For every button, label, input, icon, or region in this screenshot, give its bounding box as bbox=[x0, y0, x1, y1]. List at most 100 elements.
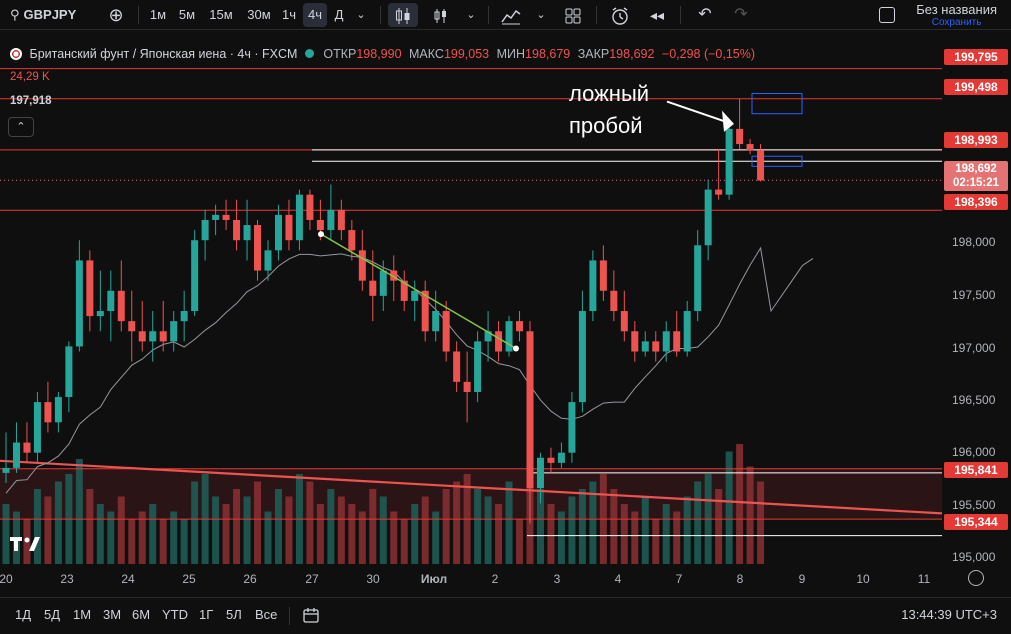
candle-body bbox=[547, 457, 555, 463]
candle-body bbox=[484, 331, 492, 342]
range-6m-button[interactable]: 6М bbox=[132, 607, 151, 622]
interval-1h[interactable]: 1ч bbox=[281, 7, 296, 22]
legend-low-value: 198,679 bbox=[525, 47, 571, 61]
chart-pane[interactable] bbox=[0, 31, 1011, 597]
candle-body bbox=[400, 280, 408, 301]
candle-body bbox=[631, 331, 639, 352]
candle-body bbox=[295, 194, 303, 241]
time-label: 8 bbox=[736, 572, 744, 586]
interval-15m[interactable]: 15м bbox=[209, 7, 233, 22]
indicators-chevron-icon[interactable]: ⌄ bbox=[536, 9, 546, 21]
volume-bar bbox=[757, 481, 765, 564]
layout-name-button[interactable]: Без названия Сохранить bbox=[916, 2, 997, 28]
candle-body bbox=[599, 260, 607, 291]
price-scale[interactable]: 198,000 197,500 197,000 196,500 196,000 … bbox=[942, 31, 1011, 567]
range-1d-button[interactable]: 1Д bbox=[15, 607, 32, 622]
candle-body bbox=[117, 290, 125, 322]
compare-symbol-plus-icon[interactable]: ⊕ bbox=[108, 5, 124, 25]
candle-body bbox=[725, 128, 733, 195]
volume-bar bbox=[568, 496, 576, 564]
volume-bar bbox=[379, 496, 387, 564]
candle-body bbox=[568, 402, 576, 453]
symbol-name: GBPJPY bbox=[23, 7, 77, 22]
replay-rewind-icon[interactable]: ◂◂ bbox=[649, 7, 665, 23]
candle-body bbox=[557, 452, 565, 463]
level-tag[interactable]: 198,396 bbox=[944, 194, 1008, 210]
volume-bar bbox=[348, 504, 356, 564]
candle-body bbox=[212, 214, 220, 220]
collapse-legend-button[interactable]: ⌃ bbox=[8, 117, 34, 137]
legend-title[interactable]: Британский фунт / Японская иена · 4ч · F… bbox=[29, 47, 298, 61]
candle-body bbox=[12, 442, 20, 468]
level-tag[interactable]: 195,344 bbox=[944, 514, 1008, 530]
candle-body bbox=[96, 311, 104, 317]
candle-body bbox=[662, 331, 670, 352]
level-tag[interactable]: 198,993 bbox=[944, 132, 1008, 148]
legend-close-label: ЗАКР bbox=[577, 47, 610, 61]
undo-icon[interactable]: ↶ bbox=[698, 6, 712, 23]
legend-open-label: ОТКР bbox=[323, 47, 357, 61]
volume-bar bbox=[474, 489, 482, 564]
timezone-clock[interactable]: 13:44:39 UTC+3 bbox=[901, 607, 997, 622]
indicators-template-icon[interactable] bbox=[430, 0, 452, 30]
layout-save-link[interactable]: Сохранить bbox=[931, 17, 982, 28]
candle-body bbox=[264, 250, 272, 271]
volume-bar bbox=[589, 481, 597, 564]
chart-type-chevron-icon[interactable]: ⌄ bbox=[466, 9, 476, 21]
candle-body bbox=[578, 311, 586, 403]
range-all-button[interactable]: Все bbox=[255, 607, 278, 622]
interval-4h[interactable]: 4ч bbox=[303, 3, 327, 27]
range-ytd-button[interactable]: YTD bbox=[162, 607, 188, 622]
volume-bar bbox=[191, 481, 199, 564]
volume-bar bbox=[75, 459, 83, 564]
time-label: 23 bbox=[60, 572, 74, 586]
interval-1d[interactable]: Д bbox=[334, 7, 344, 22]
range-1m-button[interactable]: 1М bbox=[73, 607, 92, 622]
interval-1m[interactable]: 1м bbox=[149, 7, 167, 22]
range-1y-button[interactable]: 1Г bbox=[199, 607, 214, 622]
candle-body bbox=[463, 381, 471, 392]
symbol-search-button[interactable]: ⚲ GBPJPY bbox=[10, 0, 76, 30]
redo-icon[interactable]: ↷ bbox=[734, 6, 748, 23]
trendline-handle bbox=[318, 231, 324, 238]
candle-body bbox=[610, 290, 618, 312]
layouts-grid-icon[interactable] bbox=[560, 0, 586, 30]
candle-body bbox=[285, 214, 293, 241]
volume-bar bbox=[484, 496, 492, 564]
interval-30m[interactable]: 30м bbox=[247, 7, 271, 22]
trendline-handle bbox=[513, 345, 519, 352]
legend-low-label: МИН bbox=[496, 47, 526, 61]
tradingview-logo-icon[interactable] bbox=[10, 535, 46, 553]
candle-body bbox=[75, 260, 83, 347]
level-tag[interactable]: 195,841 bbox=[944, 462, 1008, 478]
level-tag[interactable]: 199,795 bbox=[944, 49, 1008, 65]
indicators-icon[interactable] bbox=[498, 0, 524, 30]
scale-settings-gear-icon[interactable] bbox=[968, 570, 984, 586]
time-label: 4 bbox=[614, 572, 622, 586]
layout-checkbox-icon[interactable] bbox=[879, 7, 895, 23]
price-chart[interactable] bbox=[0, 31, 942, 566]
legend-high-label: МАКС bbox=[409, 47, 444, 61]
go-to-date-icon[interactable] bbox=[302, 606, 320, 629]
volume-bar bbox=[33, 489, 41, 564]
candles-chart-type-icon[interactable] bbox=[388, 3, 418, 27]
current-price: 198,692 bbox=[955, 163, 997, 175]
volume-bar bbox=[631, 511, 639, 564]
price-label: 196,000 bbox=[952, 445, 996, 459]
annotation-arrowhead bbox=[722, 110, 734, 132]
range-3m-button[interactable]: 3М bbox=[103, 607, 122, 622]
time-label: 9 bbox=[798, 572, 806, 586]
alert-clock-icon[interactable] bbox=[606, 0, 634, 30]
time-label: 20 bbox=[0, 572, 13, 586]
level-tag[interactable]: 199,498 bbox=[944, 79, 1008, 95]
volume-bar bbox=[44, 496, 52, 564]
legend-open-value: 198,990 bbox=[356, 47, 402, 61]
interval-5m[interactable]: 5м bbox=[178, 7, 196, 22]
range-5d-button[interactable]: 5Д bbox=[44, 607, 61, 622]
candle-body bbox=[306, 194, 314, 220]
false-breakout-annotation[interactable]: ложный пробой bbox=[569, 78, 649, 142]
intervals-dropdown-chevron-icon[interactable]: ⌄ bbox=[356, 9, 366, 21]
time-scale[interactable]: 20 23 24 25 26 27 30 Июл 2 3 4 7 8 9 10 … bbox=[0, 566, 942, 592]
range-5y-button[interactable]: 5Л bbox=[226, 607, 242, 622]
toolbar-divider bbox=[596, 6, 597, 24]
